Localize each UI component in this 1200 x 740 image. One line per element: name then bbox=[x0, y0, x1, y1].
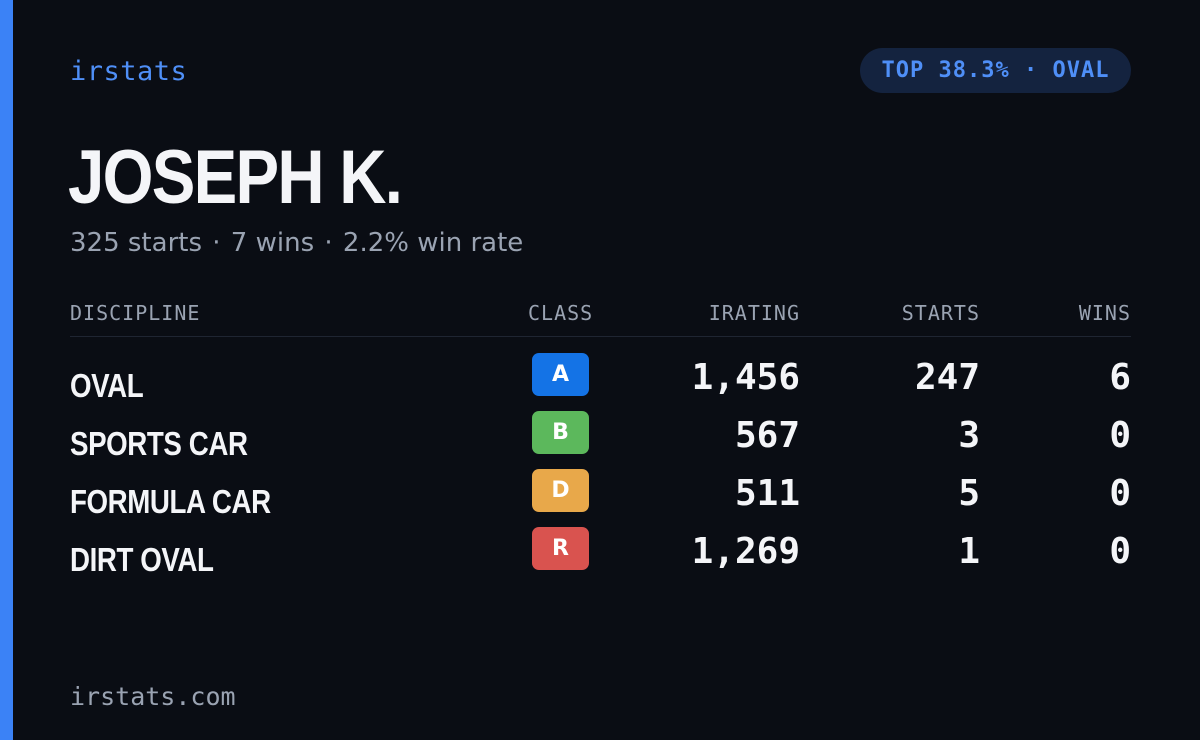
header-wins: WINS bbox=[1078, 301, 1131, 325]
brand-logo[interactable]: irstats bbox=[70, 56, 188, 87]
summary-separator: · bbox=[212, 228, 221, 258]
table-body: OVAL A 1,456 247 6 SPORTS CAR B 567 3 0 … bbox=[70, 337, 1131, 585]
header-irating: IRATING bbox=[708, 301, 800, 325]
wins-value: 0 bbox=[1109, 415, 1131, 456]
class-badge: B bbox=[532, 411, 589, 454]
irating-value: 567 bbox=[734, 415, 800, 456]
table-row: SPORTS CAR B 567 3 0 bbox=[70, 411, 1131, 469]
discipline-name: OVAL bbox=[70, 367, 144, 404]
table-row: FORMULA CAR D 511 5 0 bbox=[70, 469, 1131, 527]
table-row: DIRT OVAL R 1,269 1 0 bbox=[70, 527, 1131, 585]
starts-value: 5 bbox=[958, 473, 980, 514]
wins-value: 0 bbox=[1109, 531, 1131, 572]
starts-value: 1 bbox=[958, 531, 980, 572]
driver-summary: 325 starts · 7 wins · 2.2% win rate bbox=[70, 228, 523, 258]
summary-win-rate: 2.2% win rate bbox=[342, 228, 524, 258]
header-class: CLASS bbox=[528, 301, 594, 325]
discipline-table: DISCIPLINE CLASS IRATING STARTS WINS OVA… bbox=[70, 298, 1131, 585]
discipline-name: FORMULA CAR bbox=[70, 483, 271, 520]
class-badge: R bbox=[532, 527, 589, 570]
discipline-name: SPORTS CAR bbox=[70, 425, 248, 462]
rank-badge: TOP 38.3% · OVAL bbox=[860, 48, 1131, 93]
discipline-name: DIRT OVAL bbox=[70, 541, 214, 578]
accent-bar bbox=[0, 0, 13, 740]
summary-wins: 7 wins bbox=[230, 228, 315, 258]
site-link[interactable]: irstats.com bbox=[70, 682, 236, 711]
summary-separator: · bbox=[324, 228, 333, 258]
irating-value: 1,269 bbox=[691, 531, 800, 572]
header-starts: STARTS bbox=[901, 301, 980, 325]
starts-value: 247 bbox=[914, 357, 980, 398]
table-row: OVAL A 1,456 247 6 bbox=[70, 353, 1131, 411]
wins-value: 0 bbox=[1109, 473, 1131, 514]
starts-value: 3 bbox=[958, 415, 980, 456]
table-header: DISCIPLINE CLASS IRATING STARTS WINS bbox=[70, 298, 1131, 337]
wins-value: 6 bbox=[1109, 357, 1131, 398]
header-discipline: DISCIPLINE bbox=[70, 301, 201, 325]
driver-name: JOSEPH K. bbox=[68, 135, 403, 220]
summary-starts: 325 starts bbox=[70, 228, 202, 258]
irating-value: 1,456 bbox=[691, 357, 800, 398]
class-badge: A bbox=[532, 353, 589, 396]
irating-value: 511 bbox=[734, 473, 800, 514]
class-badge: D bbox=[532, 469, 589, 512]
